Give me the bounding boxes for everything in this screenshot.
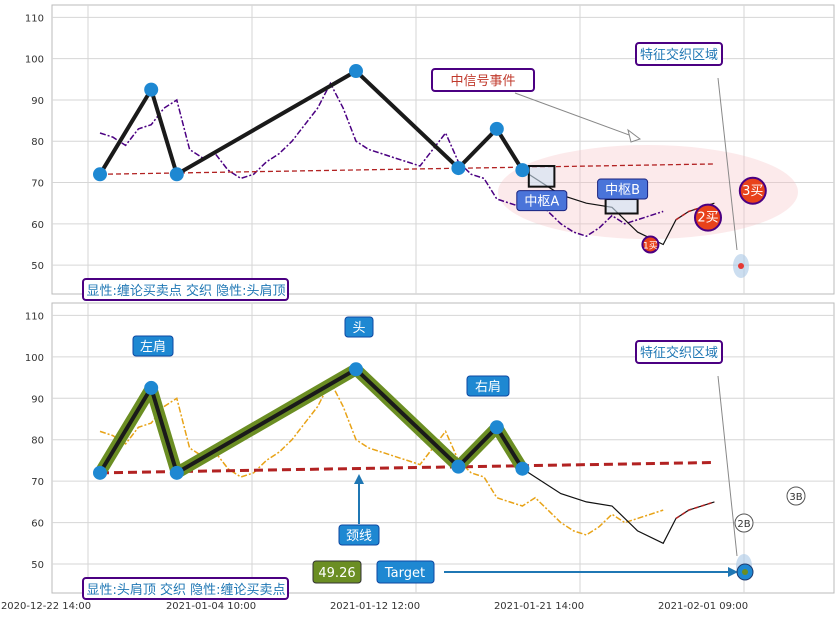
pivot-point [93,465,107,480]
event-label: 中信号事件 [450,74,515,89]
panel-top-series [99,81,715,246]
panel-bottom-zigzag [93,362,530,480]
pivot-point [451,161,466,176]
y-tick-label: 70 [31,477,44,488]
price-series-line [99,380,664,536]
target-value-box [312,560,362,584]
bottom-legend-note-box [82,577,289,600]
top-legend-note: 显性:缠论买卖点 交织 隐性:头肩顶 [86,283,285,299]
panel-top-zhongshu: 中枢A 中枢B [516,165,649,215]
target-value: 49.26 [318,566,355,581]
target-label-box [376,560,435,584]
y-tick-label: 60 [31,220,44,231]
zhongshu-box [527,165,556,188]
zhongshu-label-box [516,190,568,212]
y-tick-label: 110 [25,13,44,24]
signal-label: 1买 [643,240,658,251]
panel-bottom: 50 60 70 80 90 100 110 2020-12-22 14:00 2021-01… [1,302,835,612]
y-tick-label: 50 [31,261,44,272]
zhongshu-label-box [597,178,649,200]
left-shoulder-label: 左肩 [140,339,166,355]
panel-top-y-ticks: 50 60 70 80 90 100 110 [25,13,44,272]
signal-marker [641,235,660,254]
zhongshu-label: 中枢A [524,195,559,210]
price-series-line [99,81,664,238]
neckline-label: 颈线 [346,529,372,544]
bottom-feature-label: 特征交织区域 [640,345,718,361]
right-shoulder-label-box [466,375,510,397]
y-tick-label: 80 [31,436,44,447]
signal-label: 2买 [697,211,718,226]
pivot-point [93,167,107,182]
y-tick-label: 100 [25,55,44,66]
neckline-label-box [338,524,380,546]
y-tick-label: 100 [25,353,44,364]
y-tick-label: 90 [31,96,44,107]
panel-top-signals: 1买 2买 3买 [641,176,767,254]
panel-top-zigzag [93,64,530,182]
signal-label: 3买 [742,184,763,199]
panel-bottom-series [99,380,715,545]
x-tick-label: 2021-01-04 10:00 [166,601,256,612]
y-tick-label: 60 [31,519,44,530]
right-shoulder-label: 右肩 [475,379,501,395]
zhongshu-box [604,198,639,215]
signal-marker [694,203,722,232]
y-tick-label: 50 [31,560,44,571]
pivot-point [144,82,159,97]
pivot-point [451,459,466,474]
head-label-box [344,316,374,338]
y-tick-label: 90 [31,394,44,405]
zhongshu-label: 中枢B [605,183,640,198]
event-arrow [514,92,641,140]
third-buy-label: 3B [789,492,802,503]
pivot-point [515,163,530,178]
panel-bottom-grid [52,303,834,593]
continuation-tail [675,202,715,221]
panel-bottom-x-ticks: 2020-12-22 14:00 2021-01-04 10:00 2021-01-… [1,601,748,612]
neckline [99,461,715,475]
panel-bottom-y-ticks: 50 60 70 80 90 100 110 [25,311,44,571]
x-tick-label: 2021-01-12 12:00 [330,601,420,612]
pivot-point [349,64,363,79]
pivot-point [489,420,504,435]
x-tick-label: 2021-01-21 14:00 [494,601,584,612]
bottom-feature-label-box [635,340,723,364]
y-tick-label: 70 [31,179,44,190]
x-tick-label: 2021-02-01 09:00 [658,601,748,612]
continuation-tail [675,501,715,520]
top-feature-label-box [635,42,723,66]
x-tick-label: 2020-12-22 14:00 [1,601,91,612]
pivot-point [489,121,504,136]
target-point-center [742,569,748,575]
y-tick-label: 80 [31,137,44,148]
third-buy-marker [786,486,806,506]
left-shoulder-label-box [132,335,174,357]
bottom-legend-note: 显性:头肩顶 交织 隐性:缠论买卖点 [86,582,285,598]
neckline [99,163,715,175]
top-feature-label: 特征交织区域 [640,47,718,63]
pivot-point [169,465,184,480]
pivot-point [515,461,530,476]
pivot-point [349,362,363,377]
event-arrow-head [627,128,642,143]
neckline-arrow-head [354,474,364,484]
top-feature-arrow [717,77,738,251]
pivot-point [169,167,184,182]
second-buy-label: 2B [737,519,750,530]
top-feature-target-dot [738,263,744,269]
signal-marker [738,176,767,205]
target-label: Target [384,566,425,581]
event-label-box [431,68,535,92]
bottom-feature-arrow [717,375,738,557]
pivot-point [144,380,159,395]
target-arrow-head [728,567,738,577]
y-tick-label: 110 [25,311,44,322]
head-label: 头 [352,321,365,336]
top-legend-note-box [82,278,289,301]
second-buy-marker [734,513,754,533]
panel-top: 50 60 70 80 90 100 110 中枢A 中枢B 1买 2买 3买 中信号事件 特征交… [25,4,835,301]
